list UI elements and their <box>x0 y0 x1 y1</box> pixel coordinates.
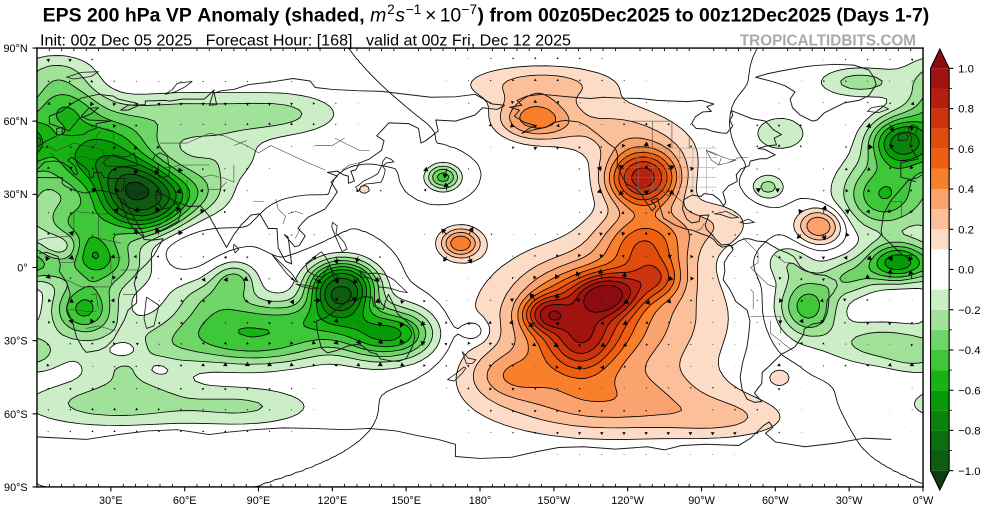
svg-text:60°S: 60°S <box>4 409 28 421</box>
svg-text:60°N: 60°N <box>3 116 27 128</box>
svg-text:150°W: 150°W <box>538 495 571 507</box>
svg-text:0.0: 0.0 <box>958 265 974 277</box>
svg-text:30°S: 30°S <box>4 336 28 348</box>
svg-text:−1.0: −1.0 <box>958 466 980 478</box>
svg-text:−0.6: −0.6 <box>958 385 980 397</box>
svg-text:0°: 0° <box>17 262 27 274</box>
svg-text:60°E: 60°E <box>173 495 197 507</box>
svg-text:90°S: 90°S <box>4 482 28 494</box>
svg-text:150°E: 150°E <box>391 495 421 507</box>
svg-text:0°W: 0°W <box>913 495 934 507</box>
svg-text:90°W: 90°W <box>688 495 715 507</box>
svg-text:120°E: 120°E <box>318 495 348 507</box>
svg-text:EPS 200 hPa VP Anomaly (shaded: EPS 200 hPa VP Anomaly (shaded, ) from 0… <box>43 2 930 26</box>
svg-text:0.4: 0.4 <box>958 184 974 196</box>
svg-text:TROPICALTIDBITS.COM: TROPICALTIDBITS.COM <box>740 32 916 49</box>
svg-text:30°W: 30°W <box>836 495 863 507</box>
svg-text:0.6: 0.6 <box>958 144 974 156</box>
svg-text:Init: 00z Dec 05 2025 Foreca: Init: 00z Dec 05 2025 Forecast Hour: [16… <box>40 32 571 50</box>
svg-text:−0.4: −0.4 <box>958 345 980 357</box>
svg-text:30°E: 30°E <box>99 495 123 507</box>
svg-text:0.2: 0.2 <box>958 224 974 236</box>
svg-text:30°N: 30°N <box>3 189 27 201</box>
svg-text:0.8: 0.8 <box>958 104 974 116</box>
svg-text:90°E: 90°E <box>247 495 271 507</box>
svg-text:180°: 180° <box>469 495 491 507</box>
svg-text:−0.2: −0.2 <box>958 305 980 317</box>
svg-text:90°N: 90°N <box>3 43 27 55</box>
svg-text:120°W: 120°W <box>611 495 644 507</box>
svg-text:1.0: 1.0 <box>958 63 974 75</box>
svg-text:60°W: 60°W <box>762 495 789 507</box>
svg-text:−0.8: −0.8 <box>958 426 980 438</box>
